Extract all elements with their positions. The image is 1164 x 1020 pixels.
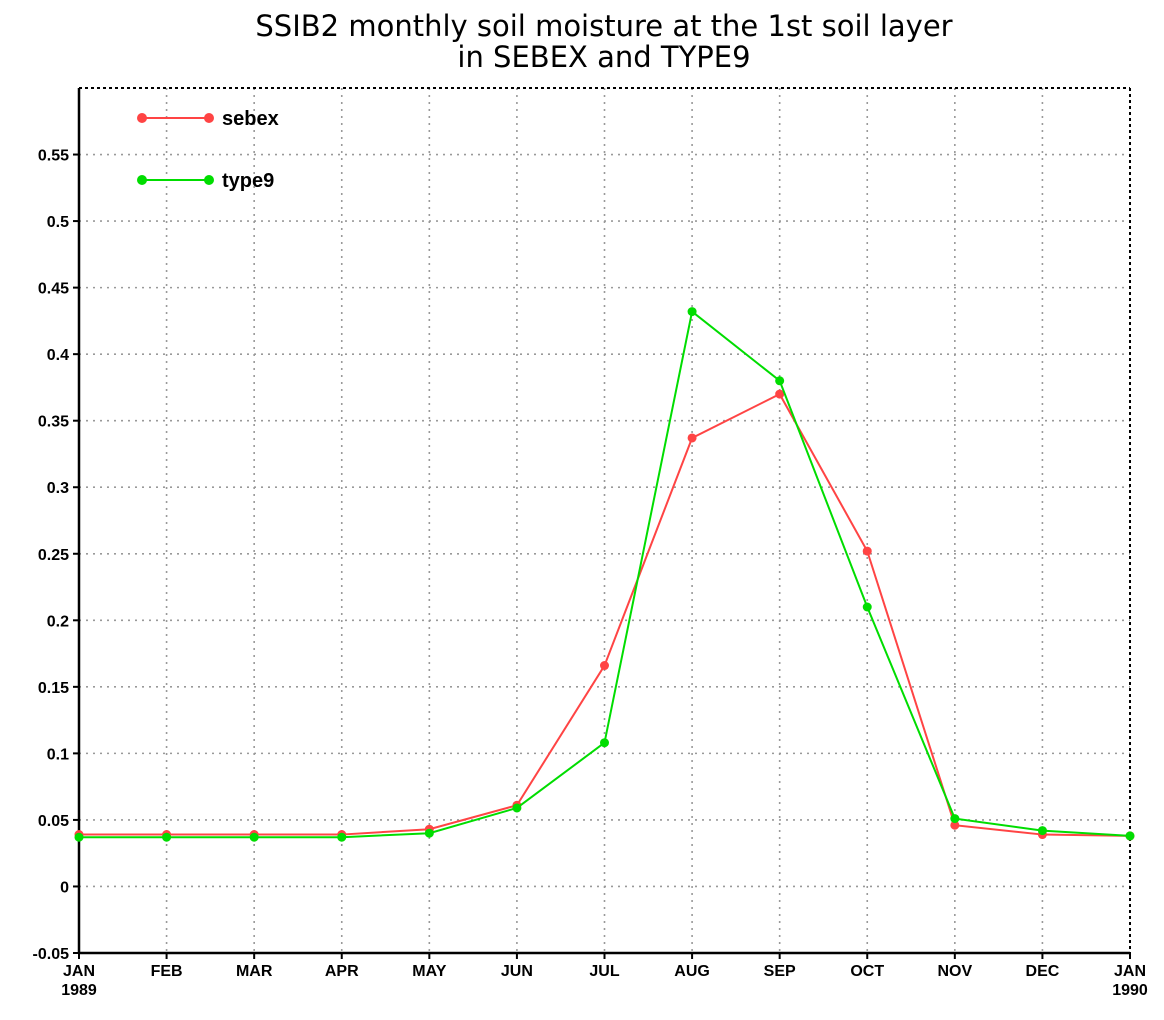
data-point-type9 (249, 832, 259, 842)
legend-marker-sebex (137, 113, 147, 123)
data-point-type9 (600, 738, 609, 748)
data-point-type9 (862, 602, 872, 612)
x-tick-label: NOV (937, 963, 972, 980)
data-point-type9 (1037, 826, 1047, 836)
x-tick-label: AUG (674, 963, 710, 980)
y-tick-label: -0.05 (33, 946, 70, 963)
legend-marker-sebex (204, 113, 214, 123)
x-tick-year-label: 1990 (1112, 982, 1148, 999)
series-lines (74, 307, 1135, 842)
chart-subtitle: in SEBEX and TYPE9 (457, 40, 750, 74)
y-tick-label: 0.2 (47, 613, 69, 630)
data-point-sebex (862, 546, 872, 556)
x-tick-label: MAY (412, 963, 446, 980)
x-tick-label: OCT (850, 963, 884, 980)
y-tick-label: 0.3 (47, 480, 69, 497)
data-point-type9 (687, 307, 697, 317)
data-point-type9 (950, 814, 960, 824)
data-point-type9 (337, 832, 347, 842)
y-tick-label: 0.35 (38, 414, 69, 431)
chart-title: SSIB2 monthly soil moisture at the 1st s… (255, 9, 952, 43)
grid (79, 88, 1130, 953)
legend-marker-type9 (204, 175, 214, 185)
data-point-sebex (775, 389, 785, 399)
data-point-type9 (162, 832, 172, 842)
y-tick-label: 0.45 (38, 281, 69, 298)
y-tick-label: 0.15 (38, 680, 69, 697)
x-tick-year-label: 1989 (61, 982, 97, 999)
axes: -0.05 0 0.05 0.1 0.15 0.2 0.25 0.3 0.35 0.4 0.45 0.… (33, 87, 1148, 999)
x-tick-label: APR (325, 963, 359, 980)
x-tick-label: MAR (236, 963, 273, 980)
x-tick-label: JAN (63, 963, 95, 980)
legend-label-type9: type9 (222, 170, 274, 192)
y-tick-label: 0.1 (47, 746, 69, 763)
data-point-sebex (950, 820, 960, 830)
y-tick-label: 0.5 (47, 214, 69, 231)
x-tick-label: JUN (501, 963, 533, 980)
x-tick-label: FEB (151, 963, 183, 980)
y-tick-label: 0.05 (38, 813, 69, 830)
x-tick-label: JUL (589, 963, 619, 980)
legend-label-sebex: sebex (222, 108, 279, 130)
y-tick-label: 0.25 (38, 547, 69, 564)
y-tick-label: 0.4 (47, 347, 69, 364)
x-tick-label: JAN (1114, 963, 1146, 980)
data-point-type9 (512, 803, 522, 813)
data-point-sebex (600, 661, 609, 671)
legend-marker-type9 (137, 175, 147, 185)
data-point-type9 (1125, 831, 1135, 841)
data-point-type9 (775, 376, 785, 386)
y-tick-label: 0.55 (38, 148, 69, 165)
legend: sebex type9 (137, 108, 279, 192)
data-point-type9 (424, 828, 434, 838)
data-point-sebex (687, 433, 697, 443)
y-tick-label: 0 (60, 879, 69, 896)
data-point-type9 (74, 832, 84, 842)
x-tick-label: SEP (764, 963, 796, 980)
x-tick-label: DEC (1026, 963, 1060, 980)
